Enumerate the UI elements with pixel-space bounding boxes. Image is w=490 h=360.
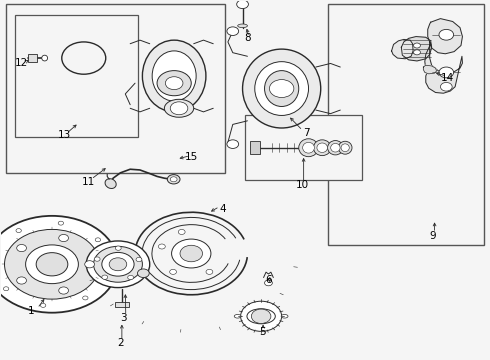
Circle shape <box>439 30 454 40</box>
Text: 7: 7 <box>303 129 309 138</box>
Circle shape <box>167 175 180 184</box>
Circle shape <box>170 269 176 274</box>
Circle shape <box>170 102 188 115</box>
Polygon shape <box>425 19 463 93</box>
Circle shape <box>0 216 118 313</box>
Circle shape <box>227 140 239 148</box>
Text: 11: 11 <box>82 177 95 187</box>
Circle shape <box>138 269 149 278</box>
Circle shape <box>178 229 185 234</box>
Circle shape <box>59 234 69 242</box>
Circle shape <box>105 269 111 273</box>
Text: 3: 3 <box>121 313 127 323</box>
Circle shape <box>102 275 108 279</box>
Circle shape <box>165 77 183 90</box>
Ellipse shape <box>331 143 340 152</box>
Text: 6: 6 <box>265 275 272 285</box>
Ellipse shape <box>234 315 241 318</box>
Polygon shape <box>423 65 437 74</box>
Circle shape <box>17 244 26 252</box>
Ellipse shape <box>341 144 349 152</box>
Ellipse shape <box>164 99 194 117</box>
Text: 14: 14 <box>441 73 454 83</box>
Bar <box>5 4 225 173</box>
Circle shape <box>83 296 88 300</box>
Text: 8: 8 <box>244 33 251 43</box>
Circle shape <box>25 245 78 284</box>
Text: 1: 1 <box>27 306 34 316</box>
Bar <box>245 116 362 180</box>
Ellipse shape <box>303 142 315 153</box>
Ellipse shape <box>152 51 196 101</box>
Ellipse shape <box>243 49 321 128</box>
Text: 2: 2 <box>117 338 123 348</box>
Ellipse shape <box>314 140 331 156</box>
Circle shape <box>251 309 271 323</box>
Ellipse shape <box>143 40 206 112</box>
Circle shape <box>59 287 69 294</box>
Bar <box>15 15 138 137</box>
Circle shape <box>95 238 100 242</box>
Polygon shape <box>392 40 413 59</box>
Ellipse shape <box>265 71 299 107</box>
Circle shape <box>170 177 177 182</box>
Ellipse shape <box>299 139 318 157</box>
Circle shape <box>172 239 211 268</box>
Circle shape <box>102 252 134 276</box>
Ellipse shape <box>328 140 343 155</box>
Text: 10: 10 <box>296 180 309 190</box>
Circle shape <box>58 221 64 225</box>
Bar <box>27 54 37 62</box>
Circle shape <box>16 229 22 233</box>
Circle shape <box>414 50 420 55</box>
Ellipse shape <box>42 55 48 61</box>
Ellipse shape <box>105 179 116 189</box>
Circle shape <box>414 43 420 48</box>
Polygon shape <box>401 37 432 61</box>
Circle shape <box>157 71 191 96</box>
Ellipse shape <box>255 62 309 116</box>
Text: 9: 9 <box>430 231 437 240</box>
Circle shape <box>136 257 142 262</box>
Circle shape <box>4 229 99 299</box>
Bar <box>250 141 260 154</box>
Text: 15: 15 <box>185 152 198 162</box>
Text: 5: 5 <box>259 327 266 337</box>
Circle shape <box>237 0 248 9</box>
Ellipse shape <box>238 24 247 28</box>
Circle shape <box>94 257 100 261</box>
Circle shape <box>41 303 46 307</box>
Circle shape <box>265 280 272 286</box>
Circle shape <box>109 258 127 271</box>
Circle shape <box>180 245 202 262</box>
Text: 13: 13 <box>58 130 71 140</box>
Circle shape <box>94 246 143 282</box>
Circle shape <box>115 246 121 250</box>
Circle shape <box>206 269 213 274</box>
Circle shape <box>227 27 239 36</box>
Text: 12: 12 <box>15 58 28 68</box>
Ellipse shape <box>338 141 352 154</box>
Bar <box>115 302 129 307</box>
Circle shape <box>86 241 150 288</box>
Circle shape <box>241 301 282 331</box>
Bar <box>328 4 485 244</box>
Circle shape <box>441 82 452 91</box>
Circle shape <box>128 275 134 280</box>
Circle shape <box>270 80 294 98</box>
Circle shape <box>17 277 26 284</box>
Circle shape <box>85 261 95 268</box>
Text: 4: 4 <box>220 204 226 214</box>
Circle shape <box>439 67 454 78</box>
Circle shape <box>36 253 68 276</box>
Circle shape <box>3 287 9 291</box>
Ellipse shape <box>281 315 288 318</box>
Circle shape <box>158 244 165 249</box>
Ellipse shape <box>317 143 327 152</box>
